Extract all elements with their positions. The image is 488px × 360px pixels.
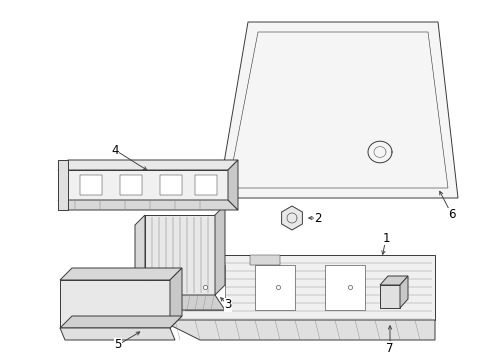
Polygon shape <box>160 320 434 340</box>
Polygon shape <box>160 255 434 320</box>
Polygon shape <box>58 170 227 200</box>
Polygon shape <box>215 205 224 295</box>
Polygon shape <box>379 276 407 285</box>
Polygon shape <box>184 265 224 310</box>
Polygon shape <box>60 316 182 328</box>
Text: 2: 2 <box>314 211 321 225</box>
Polygon shape <box>379 285 399 308</box>
Polygon shape <box>218 22 457 198</box>
Polygon shape <box>135 215 145 305</box>
Polygon shape <box>80 175 102 195</box>
Polygon shape <box>249 255 280 265</box>
Polygon shape <box>60 280 170 328</box>
Polygon shape <box>281 206 302 230</box>
Polygon shape <box>58 160 238 170</box>
Polygon shape <box>399 276 407 308</box>
Polygon shape <box>227 32 447 188</box>
Polygon shape <box>254 265 294 310</box>
Polygon shape <box>325 265 364 310</box>
Polygon shape <box>170 268 182 328</box>
Polygon shape <box>160 175 182 195</box>
Polygon shape <box>60 328 175 340</box>
Text: 3: 3 <box>224 298 231 311</box>
Polygon shape <box>195 175 217 195</box>
Polygon shape <box>160 255 184 265</box>
Polygon shape <box>120 175 142 195</box>
Polygon shape <box>145 215 215 295</box>
Text: 6: 6 <box>447 208 455 221</box>
Polygon shape <box>60 268 182 280</box>
Polygon shape <box>58 160 68 210</box>
Text: 4: 4 <box>111 144 119 157</box>
Polygon shape <box>145 295 224 310</box>
Text: 1: 1 <box>382 231 389 244</box>
Polygon shape <box>227 160 238 210</box>
Text: 7: 7 <box>386 342 393 355</box>
Polygon shape <box>58 200 238 210</box>
Text: 5: 5 <box>114 338 122 351</box>
